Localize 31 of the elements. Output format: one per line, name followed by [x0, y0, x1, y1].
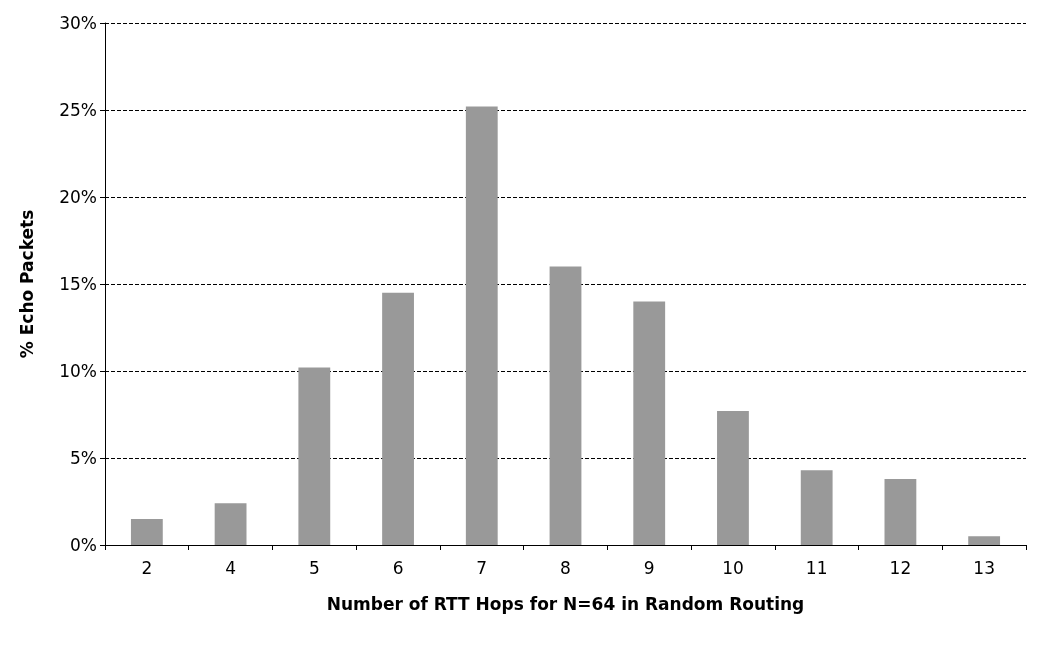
x-tick-label: 6 [392, 557, 404, 578]
y-tick-label: 30% [59, 13, 97, 33]
x-tick-label: 2 [141, 557, 153, 578]
bar [465, 106, 498, 545]
y-tick-label: 5% [70, 448, 97, 468]
bar [214, 503, 247, 545]
x-tick-label: 8 [560, 557, 571, 578]
x-tick-label: 9 [643, 557, 655, 578]
x-tick-label: 10 [722, 557, 744, 578]
y-tick-label: 15% [59, 274, 97, 294]
y-tick-label: 10% [59, 361, 97, 381]
y-tick-label: 20% [59, 187, 97, 207]
bar [717, 411, 749, 545]
x-tick-label: 13 [973, 557, 995, 578]
y-tick-label: 25% [59, 100, 97, 120]
x-tick-label: 11 [805, 557, 828, 578]
x-tick-label: 12 [889, 557, 912, 578]
bar [382, 292, 414, 545]
bar [884, 478, 917, 545]
x-tick-label: 7 [476, 557, 488, 578]
bar [800, 470, 833, 545]
bar [298, 367, 331, 545]
bar [968, 536, 1001, 545]
x-axis-title: Number of RTT Hops for N=64 in Random Routing [326, 593, 805, 614]
y-axis-title: % Echo Packets [16, 209, 37, 359]
bar [130, 518, 163, 545]
x-tick-label: 5 [308, 557, 320, 578]
y-tick-label: 0% [70, 535, 97, 555]
bar [633, 301, 666, 545]
x-tick-label: 4 [225, 557, 236, 578]
bar [549, 266, 582, 545]
